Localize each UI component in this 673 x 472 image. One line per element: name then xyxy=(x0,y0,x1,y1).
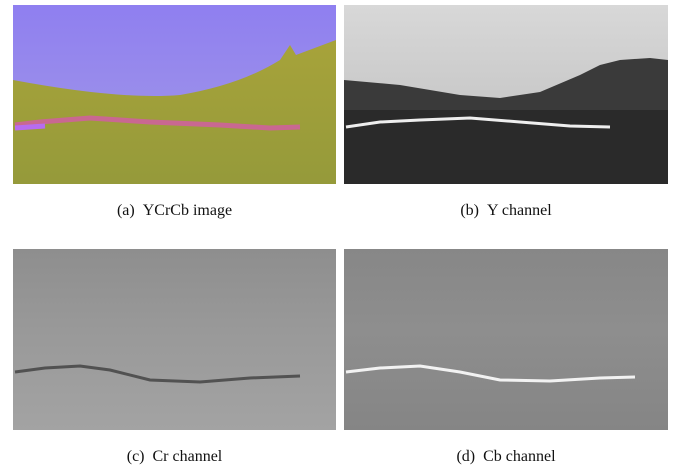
figure: (a) YCrCb image (b) Y channel (c) Cr channe… xyxy=(0,0,673,472)
caption-text: (d) xyxy=(456,448,475,465)
caption-text: (b) xyxy=(460,202,479,219)
caption-text: (a) xyxy=(117,202,135,219)
panel-c-image xyxy=(13,249,336,430)
panel-b-image xyxy=(344,5,668,184)
panel-d-image xyxy=(344,249,668,430)
caption-text: Cb channel xyxy=(483,448,556,465)
caption-c: (c) Cr channel xyxy=(127,448,223,465)
panel-a-image xyxy=(13,5,336,184)
caption-text: YCrCb image xyxy=(143,202,232,219)
caption-d: (d) Cb channel xyxy=(456,448,556,465)
caption-text: Cr channel xyxy=(153,448,223,465)
caption-text: (c) xyxy=(127,448,145,465)
caption-text: Y channel xyxy=(487,202,552,219)
page: (a) YCrCb image (b) Y channel (c) Cr channe… xyxy=(0,0,673,472)
caption-a: (a) YCrCb image xyxy=(117,202,232,219)
caption-b: (b) Y channel xyxy=(460,202,552,219)
